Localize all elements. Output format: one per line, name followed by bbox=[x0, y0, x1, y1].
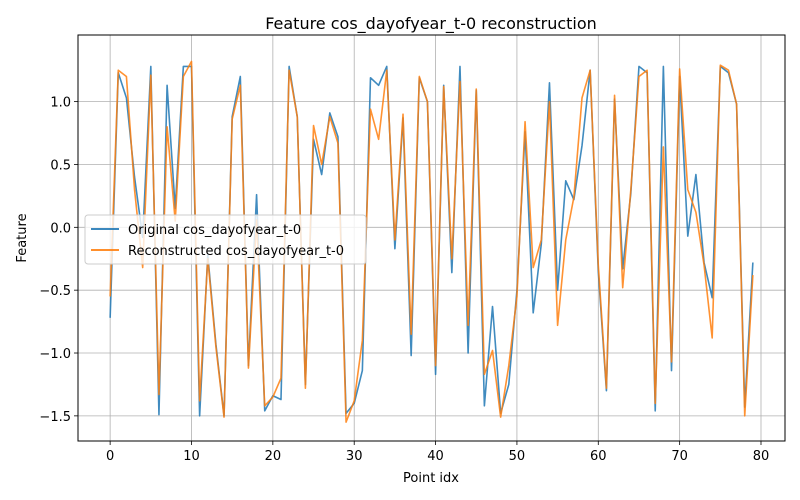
y-axis-label: Feature bbox=[15, 213, 30, 262]
series-line-reconstructed bbox=[109, 60, 754, 423]
plot-frame bbox=[77, 34, 786, 442]
y-tick-label: −1.0 bbox=[39, 347, 71, 362]
y-tick-label: −0.5 bbox=[39, 284, 71, 299]
x-tick-label: 0 bbox=[106, 449, 114, 464]
legend-label-reconstructed: Reconstructed cos_dayofyear_t-0 bbox=[128, 244, 344, 259]
x-tick-label: 10 bbox=[183, 449, 200, 464]
x-tick-label: 30 bbox=[346, 449, 363, 464]
x-tick-label: 60 bbox=[590, 449, 607, 464]
x-tick-label: 50 bbox=[509, 449, 526, 464]
series-lines bbox=[109, 60, 754, 423]
y-tick-label: 0.5 bbox=[50, 158, 71, 173]
y-tick-label: −1.5 bbox=[39, 410, 71, 425]
x-axis-label: Point idx bbox=[403, 471, 459, 486]
chart-title: Feature cos_dayofyear_t-0 reconstruction bbox=[265, 14, 597, 34]
axis-ticks: 0 10 20 30 40 50 60 70 80 −1.5 −1.0 −0.5 0.0 0.5 1.0 bbox=[39, 96, 769, 464]
x-tick-label: 80 bbox=[753, 449, 770, 464]
legend-label-original: Original cos_dayofyear_t-0 bbox=[128, 223, 301, 238]
legend-box bbox=[84, 214, 367, 265]
x-tick-label: 40 bbox=[427, 449, 444, 464]
x-tick-label: 20 bbox=[265, 449, 282, 464]
x-tick-label: 70 bbox=[671, 449, 688, 464]
y-tick-label: 1.0 bbox=[50, 96, 71, 111]
legend: Original cos_dayofyear_t-0 Reconstructed… bbox=[84, 214, 367, 265]
y-tick-label: 0.0 bbox=[50, 221, 71, 236]
